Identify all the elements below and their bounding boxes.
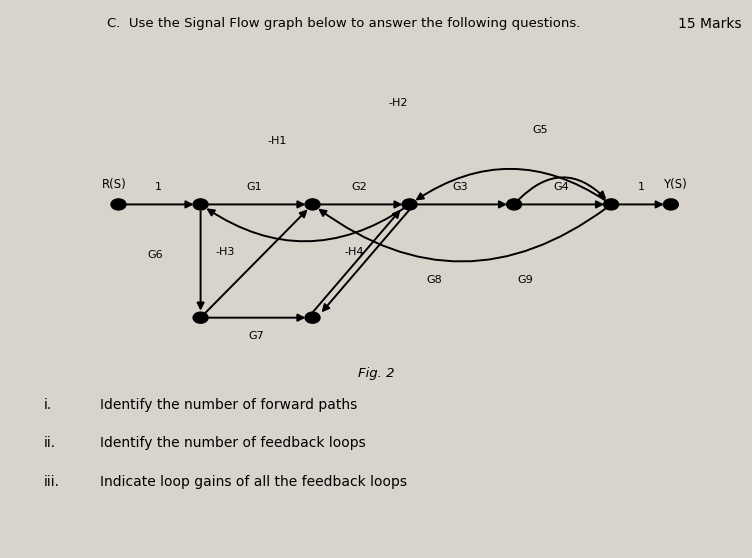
Circle shape: [507, 199, 522, 210]
Text: Indicate loop gains of all the feedback loops: Indicate loop gains of all the feedback …: [100, 475, 407, 489]
Text: 15 Marks: 15 Marks: [678, 17, 741, 31]
Text: G4: G4: [553, 182, 569, 192]
Text: Y(S): Y(S): [663, 177, 687, 191]
Circle shape: [111, 199, 126, 210]
FancyArrowPatch shape: [208, 208, 404, 241]
Text: ii.: ii.: [44, 436, 56, 450]
Circle shape: [193, 199, 208, 210]
Text: iii.: iii.: [44, 475, 60, 489]
Text: G5: G5: [532, 126, 548, 136]
Text: G9: G9: [517, 275, 533, 285]
Text: Fig. 2: Fig. 2: [358, 367, 394, 381]
FancyArrowPatch shape: [417, 169, 605, 200]
Text: 1: 1: [155, 182, 162, 192]
Text: -H3: -H3: [216, 247, 235, 257]
Circle shape: [193, 312, 208, 323]
Circle shape: [305, 312, 320, 323]
Circle shape: [305, 199, 320, 210]
Text: G2: G2: [352, 182, 368, 192]
Circle shape: [402, 199, 417, 210]
Text: R(S): R(S): [102, 177, 127, 191]
Text: Identify the number of forward paths: Identify the number of forward paths: [100, 398, 357, 412]
Text: C.  Use the Signal Flow graph below to answer the following questions.: C. Use the Signal Flow graph below to an…: [108, 17, 581, 30]
FancyArrowPatch shape: [320, 209, 605, 262]
Text: 1: 1: [638, 182, 645, 192]
Circle shape: [604, 199, 619, 210]
FancyArrowPatch shape: [519, 177, 605, 199]
Text: -H4: -H4: [344, 247, 364, 257]
Text: G7: G7: [249, 331, 265, 341]
Text: -H1: -H1: [268, 136, 287, 146]
Text: G3: G3: [453, 182, 468, 192]
Text: -H2: -H2: [389, 98, 408, 108]
Text: G8: G8: [426, 275, 442, 285]
Circle shape: [663, 199, 678, 210]
Text: G1: G1: [247, 182, 262, 192]
Text: Identify the number of feedback loops: Identify the number of feedback loops: [100, 436, 365, 450]
Text: i.: i.: [44, 398, 52, 412]
Text: G6: G6: [147, 249, 163, 259]
